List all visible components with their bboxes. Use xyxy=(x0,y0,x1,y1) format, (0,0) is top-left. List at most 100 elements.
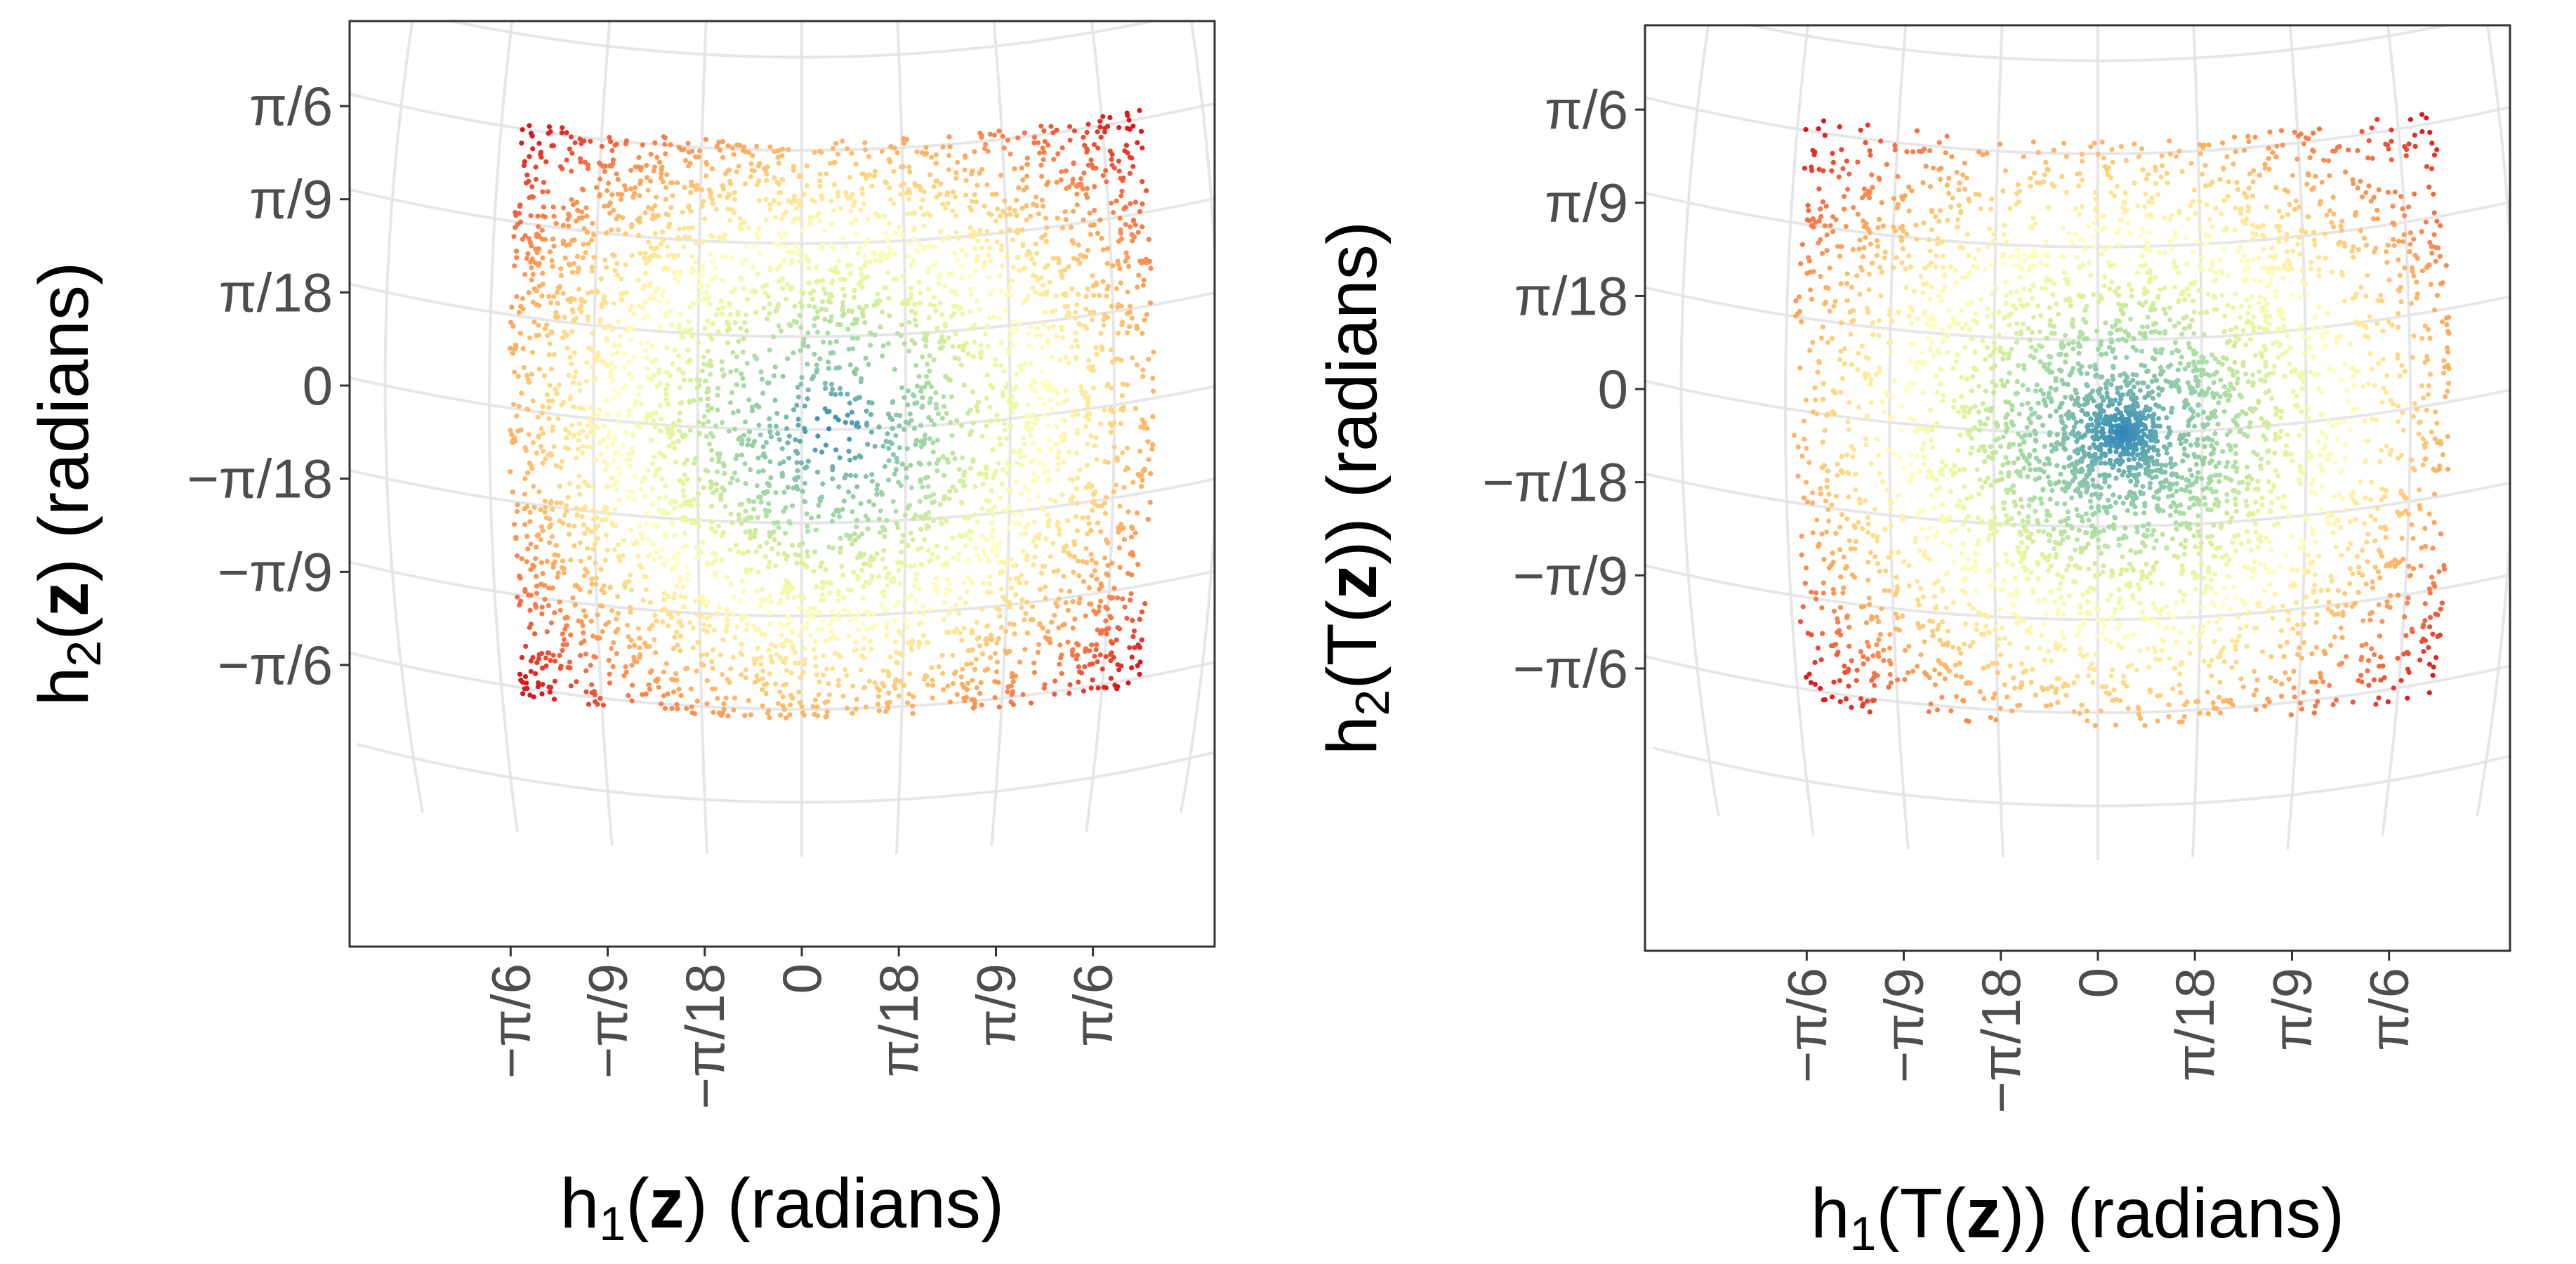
data-point xyxy=(886,458,892,463)
data-point xyxy=(657,554,663,560)
data-point xyxy=(2160,386,2165,392)
data-point xyxy=(814,416,820,421)
data-point xyxy=(1125,382,1130,388)
data-point xyxy=(694,376,700,383)
data-point xyxy=(774,242,779,247)
data-point xyxy=(935,555,941,560)
data-point xyxy=(628,638,634,643)
data-point xyxy=(1140,179,1145,185)
data-point xyxy=(978,680,984,685)
data-point xyxy=(843,666,848,673)
data-point xyxy=(524,534,530,539)
data-point xyxy=(671,440,676,446)
data-point xyxy=(1033,274,1038,279)
data-point xyxy=(708,232,714,238)
data-point xyxy=(998,243,1005,249)
data-point xyxy=(2155,438,2160,444)
data-point xyxy=(1039,235,1045,240)
data-point xyxy=(715,393,720,398)
data-point xyxy=(805,619,810,625)
data-point xyxy=(852,537,858,543)
data-point xyxy=(644,414,649,421)
data-point xyxy=(707,251,713,258)
data-point xyxy=(2118,385,2124,390)
data-point xyxy=(724,624,729,630)
data-point xyxy=(612,343,617,348)
data-point xyxy=(677,410,682,416)
data-point xyxy=(876,694,882,699)
data-point xyxy=(784,296,789,302)
data-point xyxy=(1111,210,1116,216)
data-point xyxy=(853,640,859,645)
data-point xyxy=(1058,655,1064,661)
data-point xyxy=(2149,475,2155,481)
data-point xyxy=(963,178,969,183)
data-point xyxy=(1004,254,1010,260)
data-point xyxy=(685,360,691,365)
data-point xyxy=(605,444,610,449)
data-point xyxy=(2167,460,2174,466)
data-point xyxy=(1118,303,1124,309)
data-point xyxy=(985,637,991,643)
data-point xyxy=(767,206,773,212)
data-point xyxy=(548,501,554,506)
x-tick-label: π/6 xyxy=(1062,963,1124,1047)
data-point xyxy=(2117,401,2122,407)
data-point xyxy=(933,152,939,158)
data-point xyxy=(788,670,794,676)
data-point xyxy=(756,422,762,428)
data-point xyxy=(1029,256,1035,262)
data-point xyxy=(2094,403,2100,409)
data-point xyxy=(1120,450,1125,456)
data-point xyxy=(626,371,633,376)
data-point xyxy=(1052,499,1058,504)
data-point xyxy=(1083,485,1089,490)
data-point xyxy=(758,654,764,660)
data-point xyxy=(1074,430,1080,436)
data-point xyxy=(1038,570,1044,576)
data-point xyxy=(903,466,909,471)
data-point xyxy=(908,530,913,536)
data-point xyxy=(675,551,680,557)
data-point xyxy=(2131,384,2137,390)
data-point xyxy=(647,626,652,632)
data-point xyxy=(912,225,918,230)
data-point xyxy=(1030,604,1036,610)
data-point xyxy=(1098,503,1104,509)
data-point xyxy=(514,508,520,515)
data-point xyxy=(533,246,539,252)
data-point xyxy=(960,455,965,461)
data-point xyxy=(539,611,545,617)
data-point xyxy=(586,345,592,351)
data-point xyxy=(777,654,783,660)
data-point xyxy=(543,159,549,164)
data-point xyxy=(944,411,949,416)
data-point xyxy=(927,461,932,467)
data-point xyxy=(854,420,860,426)
data-point xyxy=(526,592,531,598)
data-point xyxy=(904,211,910,217)
data-point xyxy=(610,157,616,163)
data-point xyxy=(879,590,885,595)
data-point xyxy=(564,130,569,136)
data-point xyxy=(817,183,823,189)
data-point xyxy=(2126,457,2132,463)
data-point xyxy=(819,585,825,591)
data-point xyxy=(1045,338,1051,344)
data-point xyxy=(856,534,861,540)
data-point xyxy=(730,410,736,416)
data-point xyxy=(530,299,536,305)
data-point xyxy=(1007,227,1012,232)
data-point xyxy=(519,556,524,562)
data-point xyxy=(921,223,927,229)
data-point xyxy=(668,205,674,211)
data-point xyxy=(534,450,539,456)
data-point xyxy=(1077,595,1083,602)
data-point xyxy=(1050,407,1055,412)
data-point xyxy=(2155,461,2160,467)
data-point xyxy=(569,296,574,301)
data-point xyxy=(737,516,742,522)
data-point xyxy=(911,426,918,431)
data-point xyxy=(802,426,807,431)
data-point xyxy=(654,468,659,473)
